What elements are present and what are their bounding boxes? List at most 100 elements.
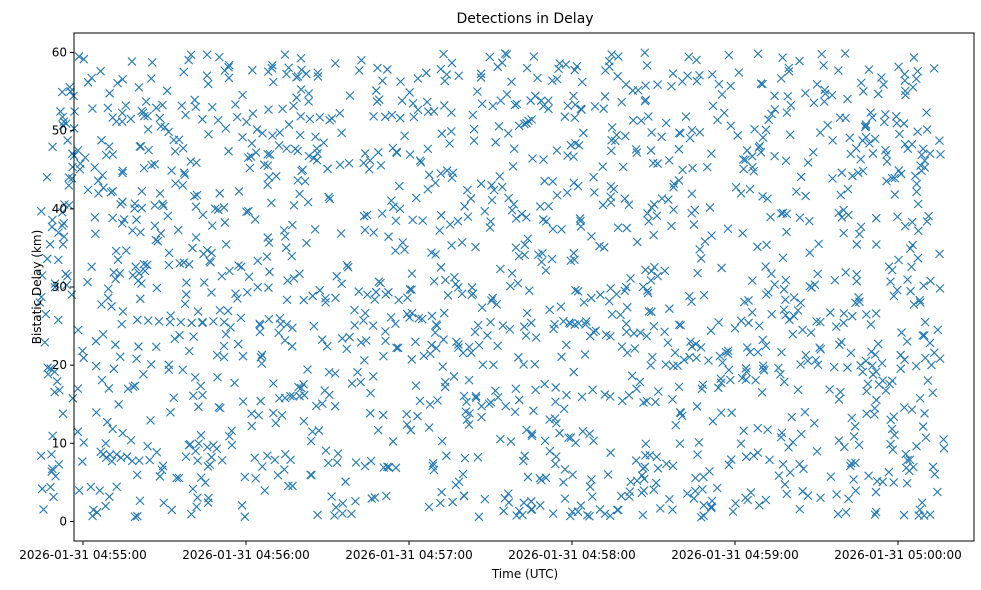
detection-point	[51, 471, 60, 481]
detection-point	[174, 135, 184, 145]
detection-point	[91, 336, 101, 346]
detection-point	[223, 306, 233, 316]
detection-point	[803, 491, 813, 501]
detection-point	[833, 509, 843, 519]
detection-point	[128, 226, 137, 235]
detection-point	[699, 511, 709, 521]
detection-point	[555, 428, 564, 438]
detection-point	[431, 178, 440, 188]
detection-point	[62, 280, 72, 290]
detection-point	[907, 405, 917, 415]
detection-point	[264, 172, 274, 182]
detection-point	[112, 450, 122, 459]
detection-point	[139, 163, 149, 173]
detection-point	[935, 283, 945, 293]
detection-point	[786, 100, 796, 110]
detection-point	[873, 89, 883, 99]
detection-point	[527, 504, 537, 514]
detection-point	[512, 99, 522, 109]
detection-point	[742, 146, 752, 155]
detection-point	[531, 333, 541, 342]
detection-point	[646, 360, 656, 370]
detection-point	[848, 171, 857, 181]
detection-point	[939, 435, 948, 444]
detection-point	[843, 184, 853, 194]
detection-point	[423, 144, 433, 154]
detection-point	[730, 323, 740, 333]
detection-point	[577, 77, 587, 87]
detection-point	[257, 462, 267, 471]
detection-point	[707, 69, 717, 79]
detection-point	[242, 287, 252, 297]
detection-point	[796, 172, 806, 182]
detection-point	[705, 203, 715, 212]
detection-point	[919, 331, 929, 340]
detection-point	[548, 509, 558, 519]
detection-point	[655, 504, 665, 513]
detection-point	[678, 165, 687, 175]
detection-point	[180, 299, 190, 309]
detection-point	[381, 336, 390, 346]
detection-point	[852, 270, 862, 279]
detection-point	[928, 462, 938, 472]
detection-point	[419, 351, 429, 361]
detection-point	[47, 467, 57, 476]
detection-point	[134, 456, 144, 466]
detection-point	[274, 140, 284, 150]
detection-point	[445, 139, 454, 148]
detection-point	[747, 307, 757, 317]
detection-point	[193, 307, 203, 317]
detection-point	[687, 342, 697, 351]
detection-point	[135, 142, 145, 151]
detection-point	[488, 101, 498, 111]
detection-point	[227, 440, 237, 450]
detection-point	[136, 142, 146, 151]
detection-point	[903, 455, 912, 465]
detection-point	[767, 269, 776, 279]
detection-point	[424, 502, 434, 512]
detection-point	[407, 308, 417, 318]
detection-point	[801, 191, 810, 201]
y-axis-ticks: 0 10 20 30 40 50 60	[52, 46, 74, 528]
detection-point	[777, 347, 786, 357]
detection-point	[111, 246, 121, 256]
detection-point	[587, 475, 596, 484]
detection-point	[442, 166, 452, 175]
detection-point	[163, 211, 173, 221]
detection-point	[247, 409, 256, 419]
detection-point	[633, 85, 643, 95]
detection-point	[89, 505, 98, 515]
detection-point	[395, 113, 405, 123]
detection-point	[622, 223, 632, 233]
detection-point	[641, 439, 651, 449]
detection-point	[499, 506, 509, 516]
detection-point	[414, 313, 424, 323]
detection-point	[504, 193, 514, 203]
detection-point	[336, 229, 346, 238]
detection-point	[894, 129, 904, 139]
detection-point	[152, 283, 162, 293]
detection-point	[143, 125, 153, 134]
detection-point	[789, 293, 799, 302]
detection-point	[198, 114, 207, 124]
detection-point	[886, 439, 895, 449]
detection-point	[447, 58, 457, 68]
data-points	[35, 48, 949, 522]
detection-point	[671, 420, 681, 430]
detection-point	[335, 108, 345, 118]
detection-point	[447, 108, 456, 118]
detection-point	[635, 377, 645, 387]
detection-point	[839, 205, 849, 215]
detection-point	[599, 104, 609, 114]
detection-point	[98, 170, 107, 180]
detection-point	[256, 396, 266, 406]
detection-point	[687, 208, 697, 218]
detection-point	[766, 212, 775, 222]
detection-point	[872, 395, 881, 405]
detection-point	[152, 447, 162, 457]
detection-point	[39, 505, 48, 514]
detection-point	[555, 59, 565, 68]
detection-point	[518, 456, 528, 466]
detection-point	[207, 288, 216, 297]
detection-point	[367, 494, 377, 503]
